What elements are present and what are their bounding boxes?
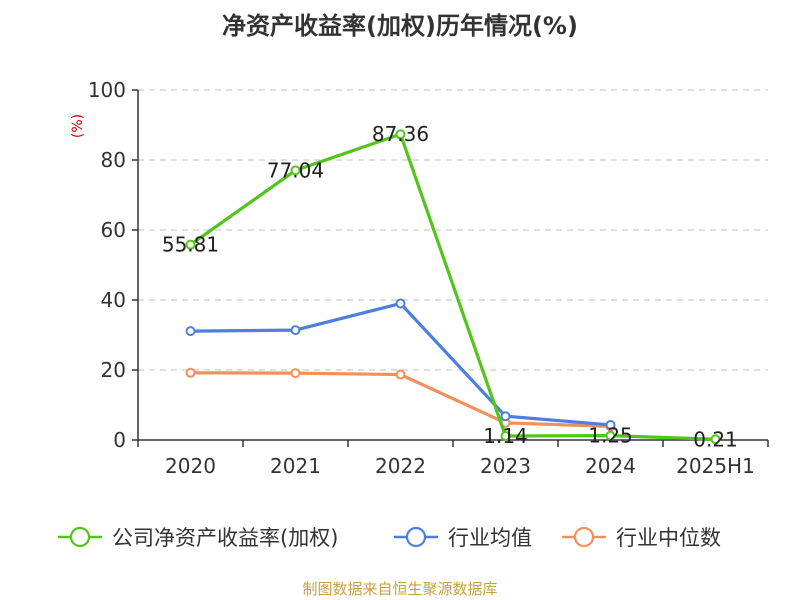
- data-point: [605, 430, 616, 441]
- legend-label: 行业均值: [448, 526, 532, 550]
- x-tick-label: 2023: [480, 454, 531, 478]
- y-tick-label: 0: [113, 428, 126, 452]
- y-tick-label: 60: [101, 218, 126, 242]
- legend-circle-marker: [69, 526, 91, 548]
- x-tick-label: 2021: [270, 454, 321, 478]
- data-point: [605, 419, 616, 430]
- legend-circle-marker: [573, 526, 595, 548]
- y-tick-label: 40: [101, 288, 126, 312]
- data-point: [290, 325, 301, 336]
- data-label: 0.21: [693, 427, 738, 451]
- data-label: 87.36: [372, 122, 429, 146]
- data-label: 1.14: [483, 424, 528, 448]
- axes: 0 20 40 60 80 100 2020 2021 2022 2023 2024 2025H1: [88, 78, 769, 478]
- legend-circle-marker: [405, 526, 427, 548]
- legend-item-2[interactable]: 行业中位数: [562, 526, 721, 550]
- legend-label: 公司净资产收益率(加权): [112, 526, 338, 550]
- gridlines: [138, 89, 768, 371]
- data-label: 55.81: [162, 233, 219, 257]
- legend-label: 行业中位数: [616, 526, 721, 550]
- x-tick-label: 2020: [165, 454, 216, 478]
- x-tick-label: 2025H1: [676, 454, 755, 478]
- y-axis-unit-label: (%): [70, 114, 86, 138]
- y-tick-label: 100: [88, 78, 126, 102]
- data-point: [395, 298, 406, 309]
- source-footer: 制图数据来自恒生聚源数据库: [302, 580, 497, 598]
- data-labels: 55.81 77.04 87.36 1.14 1.25 0.21: [162, 122, 738, 451]
- data-point: [290, 368, 301, 379]
- series-lines: [185, 129, 721, 445]
- data-point: [185, 367, 196, 378]
- data-point: [395, 369, 406, 380]
- data-point: [395, 129, 406, 140]
- data-point: [710, 434, 721, 445]
- data-label: 1.25: [588, 424, 633, 448]
- x-tick-label: 2024: [585, 454, 636, 478]
- chart-title: 净资产收益率(加权)历年情况(%): [222, 12, 578, 40]
- y-tick-label: 80: [101, 148, 126, 172]
- legend: 公司净资产收益率(加权) 行业均值 行业中位数: [58, 526, 721, 550]
- legend-item-1[interactable]: 行业均值: [394, 526, 532, 550]
- series-line-1: [188, 301, 613, 427]
- data-label: 77.04: [267, 158, 324, 182]
- x-tick-label: 2022: [375, 454, 426, 478]
- data-point: [290, 165, 301, 176]
- series-line-0: [188, 132, 718, 441]
- data-point: [500, 411, 511, 422]
- data-point: [185, 239, 196, 250]
- data-point: [185, 326, 196, 337]
- data-point: [500, 431, 511, 442]
- y-tick-label: 20: [101, 358, 126, 382]
- legend-item-0[interactable]: 公司净资产收益率(加权): [58, 526, 338, 550]
